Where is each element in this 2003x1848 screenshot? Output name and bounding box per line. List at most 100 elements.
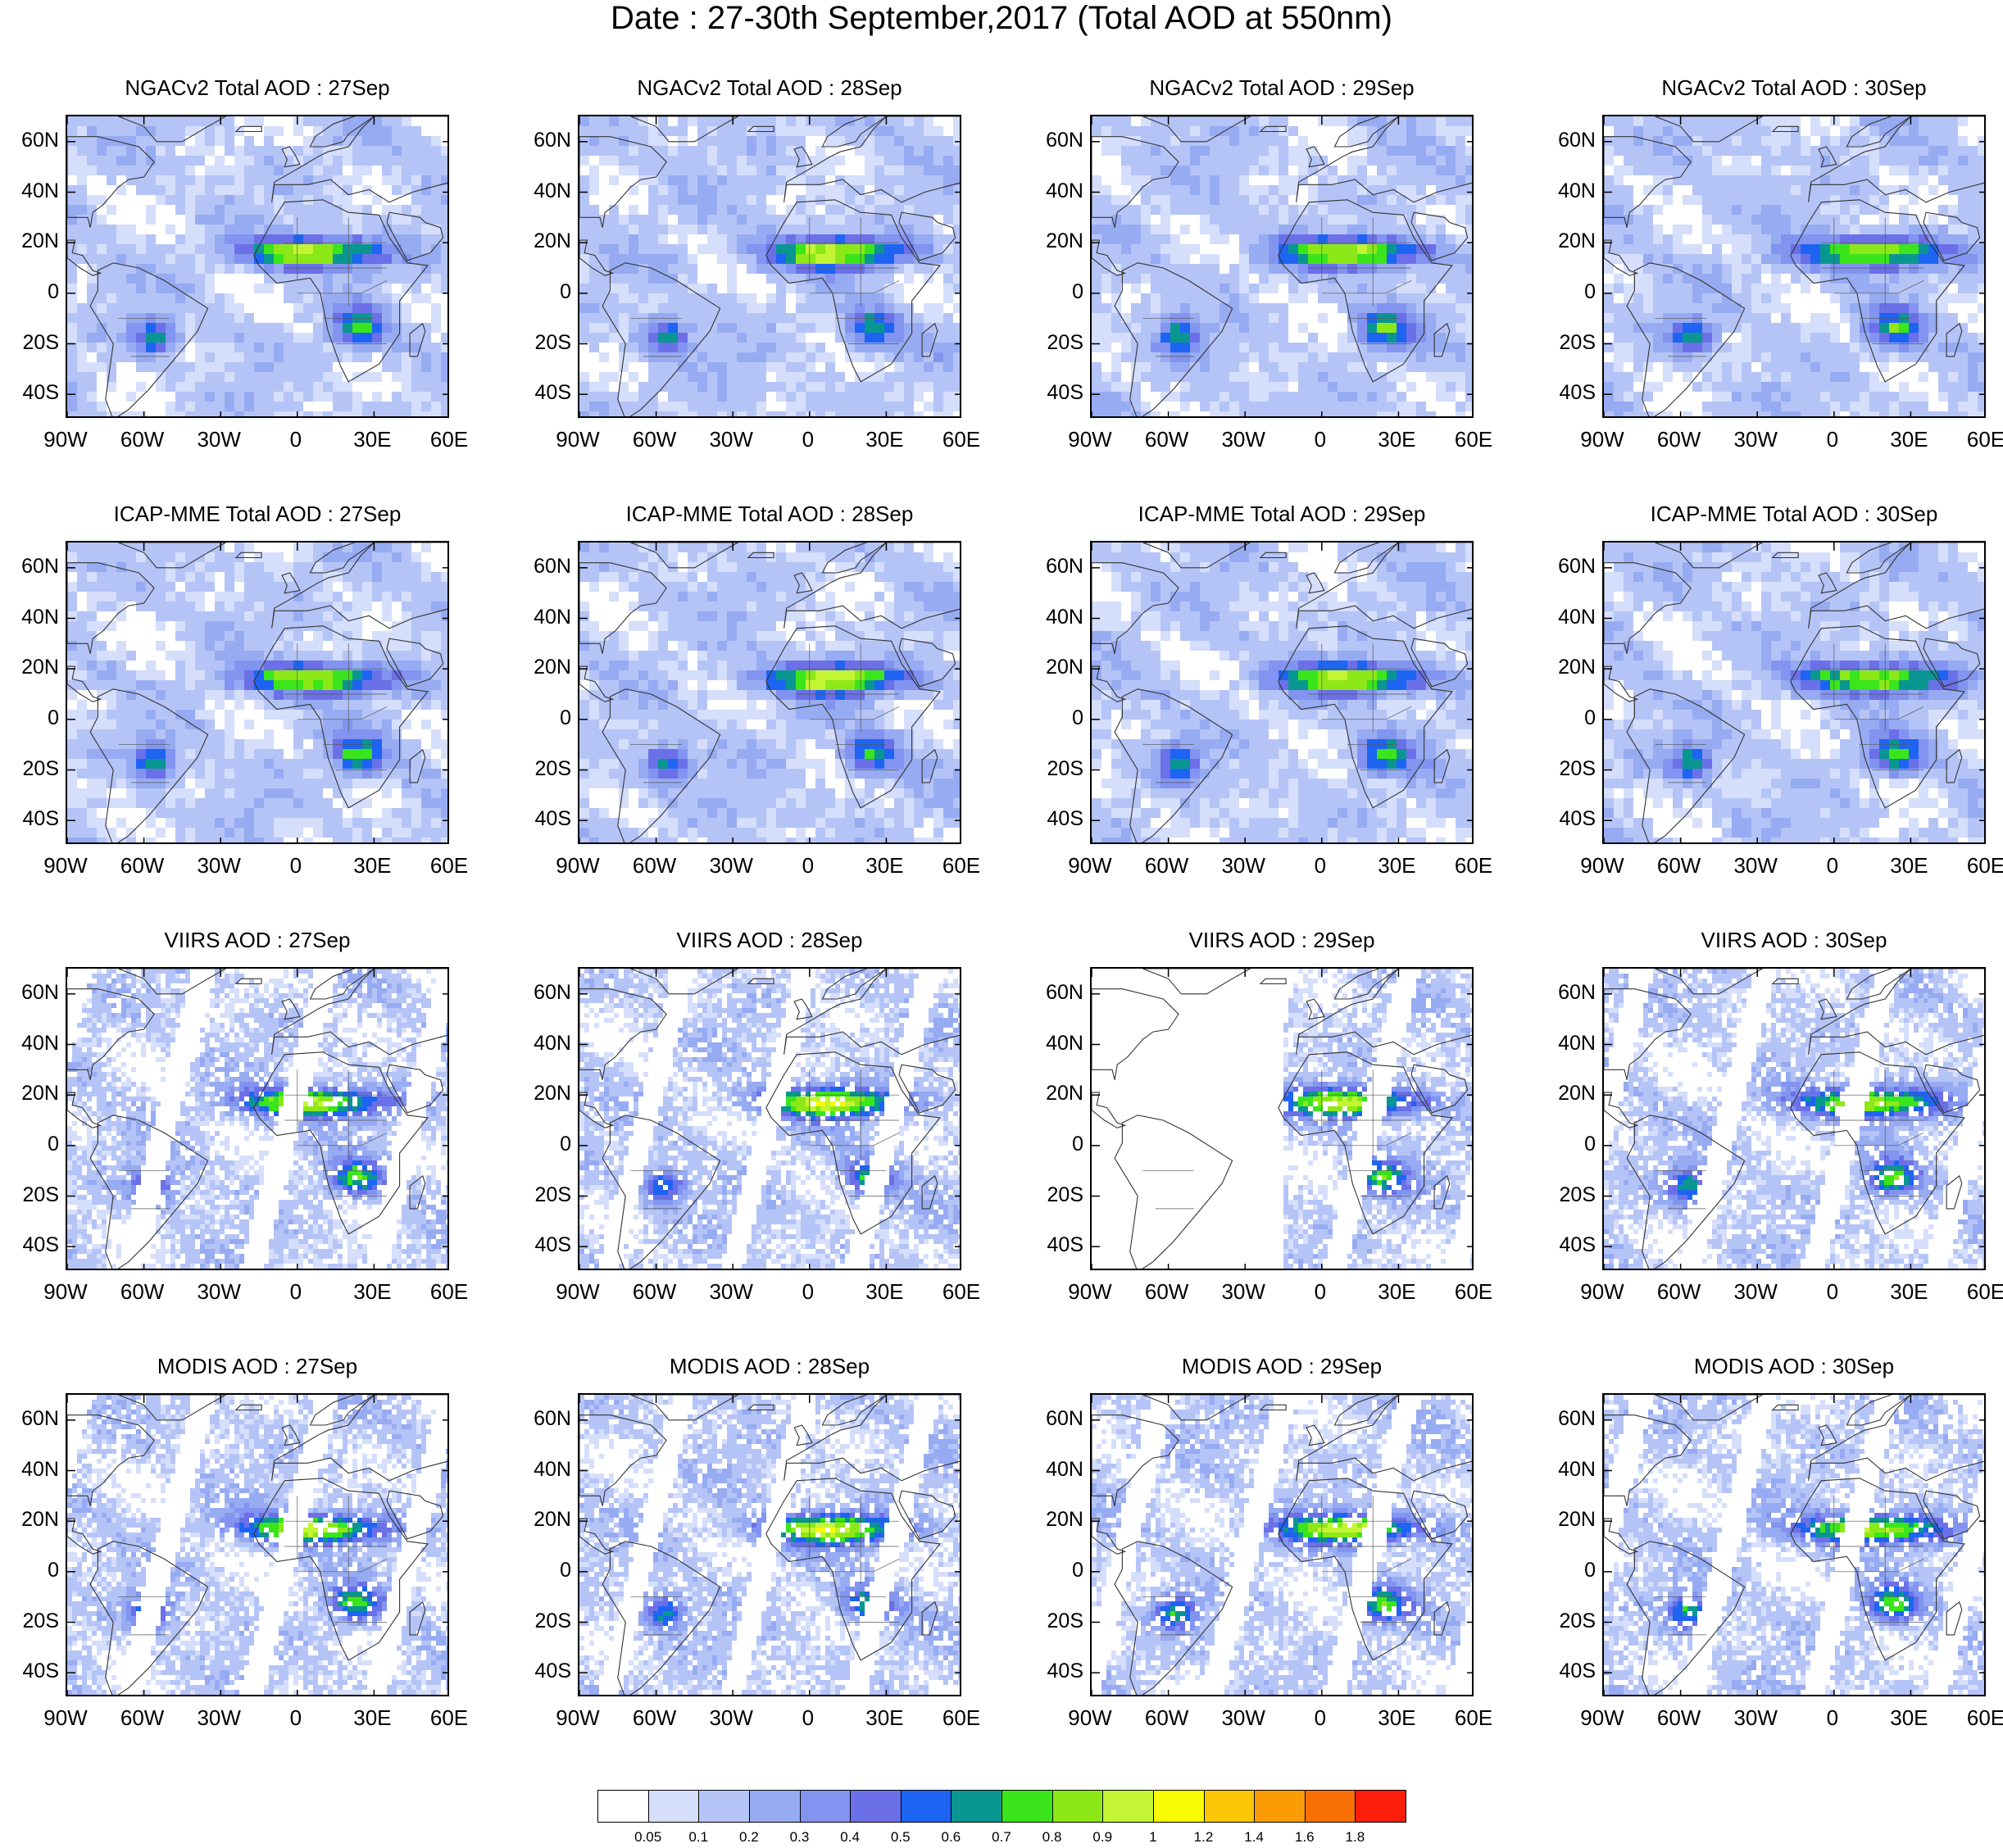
coastlines [67,543,447,842]
lon-label: 0 [775,1280,841,1303]
lon-label: 30W [1210,1280,1276,1303]
lon-label: 30W [698,1706,764,1729]
panel-title-ngac-29: NGACv2 Total AOD : 29Sep [1089,75,1474,100]
aod-field-viirs-28 [579,969,960,1269]
lon-label: 30W [698,1280,764,1303]
panel-title-icap-29: ICAP-MME Total AOD : 29Sep [1089,502,1474,526]
panel-title-modis-28: MODIS AOD : 28Sep [577,1354,962,1378]
aod-cells [1604,543,1984,842]
lon-label: 30W [698,854,764,877]
axis-ticks [1604,116,1984,416]
aod-field-ngac-28 [579,116,960,416]
lon-label: 0 [1288,854,1353,877]
lon-label: 60E [1953,1706,2003,1729]
colorbar-label: 0.5 [880,1829,921,1846]
lat-label: 0 [514,1560,571,1581]
lat-label: 20N [2,656,59,678]
lon-label: 0 [1800,854,1865,877]
lon-label: 60E [929,428,994,451]
coastlines [67,969,447,1269]
lon-label: 60W [110,1280,175,1303]
coastlines [1092,543,1472,842]
lat-label: 40N [1026,180,1083,202]
lat-label: 40S [2,1234,59,1255]
axis-ticks [67,116,447,416]
lon-label: 30E [1364,1706,1429,1729]
lon-label: 90W [1057,854,1123,877]
lat-label: 60N [1538,982,1596,1003]
colorbar-label: 0.6 [930,1829,971,1846]
lat-label: 20N [1026,656,1083,678]
lon-label: 30E [339,854,405,877]
panel-title-modis-29: MODIS AOD : 29Sep [1089,1354,1474,1378]
lat-label: 20S [1538,332,1596,353]
colorbar-swatch [850,1790,902,1823]
lat-label: 40S [514,808,571,829]
aod-field-icap-27 [67,543,447,842]
aod-cells [1092,116,1472,416]
lat-label: 20S [2,1184,59,1206]
lon-label: 30E [1876,1280,1942,1303]
lat-label: 20N [2,1509,59,1530]
lat-label: 40N [514,1459,571,1480]
colorbar-swatch [1355,1790,1406,1823]
lat-label: 20N [514,1509,571,1530]
lat-label: 40S [2,808,59,829]
lon-label: 90W [545,1280,611,1303]
lon-label: 30E [1876,428,1942,451]
lat-label: 60N [1538,556,1596,577]
map-panel-icap-28 [578,541,961,844]
colorbar-label: 0.8 [1032,1829,1073,1846]
aod-cells [579,116,960,416]
aod-field-ngac-29 [1092,116,1472,416]
lat-label: 0 [1026,1560,1083,1581]
colorbar-label: 1.8 [1334,1829,1375,1846]
lon-label: 30E [339,428,405,451]
colorbar-swatch [597,1790,649,1823]
lat-label: 20S [1538,758,1596,779]
lon-label: 30E [339,1706,405,1729]
lat-label: 40S [1538,382,1596,403]
lat-label: 60N [1026,982,1083,1003]
lon-label: 90W [545,1706,611,1729]
lat-label: 20S [2,332,59,353]
lon-label: 30E [1876,854,1942,877]
axis-ticks [579,116,960,416]
aod-field-viirs-30 [1604,969,1984,1269]
aod-cells [67,543,447,842]
lat-label: 40S [1538,1660,1596,1682]
lat-label: 60N [514,982,571,1003]
lat-label: 40S [514,1660,571,1682]
lon-label: 90W [1569,428,1635,451]
colorbar-label: 0.4 [829,1829,870,1846]
aod-cells [1092,1395,1472,1695]
coastlines [1092,1395,1472,1695]
lon-label: 60E [416,428,482,451]
aod-field-modis-30 [1604,1395,1984,1695]
lat-label: 40S [1538,808,1596,829]
colorbar-label: 1.6 [1284,1829,1325,1846]
lon-label: 30E [852,854,917,877]
lat-label: 40N [514,1033,571,1054]
lon-label: 30W [1210,1706,1276,1729]
axis-ticks [67,1395,447,1695]
lon-label: 60W [622,428,688,451]
lon-label: 90W [1569,1706,1635,1729]
lon-label: 30W [1210,854,1276,877]
aod-cells [67,1395,447,1695]
map-panel-icap-29 [1090,541,1474,844]
colorbar-swatch [748,1790,801,1823]
coastlines [1604,543,1984,842]
lon-label: 60E [929,1280,994,1303]
axis-ticks [579,1395,960,1695]
axis-ticks [67,969,447,1269]
axis-ticks [579,543,960,842]
lon-label: 90W [1569,854,1635,877]
axis-ticks [1092,969,1472,1269]
lat-label: 20S [514,1610,571,1632]
panel-title-ngac-28: NGACv2 Total AOD : 28Sep [577,75,962,100]
aod-cells [579,543,960,842]
lat-label: 0 [2,707,59,729]
lat-label: 40N [2,1459,59,1480]
aod-field-modis-28 [579,1395,960,1695]
